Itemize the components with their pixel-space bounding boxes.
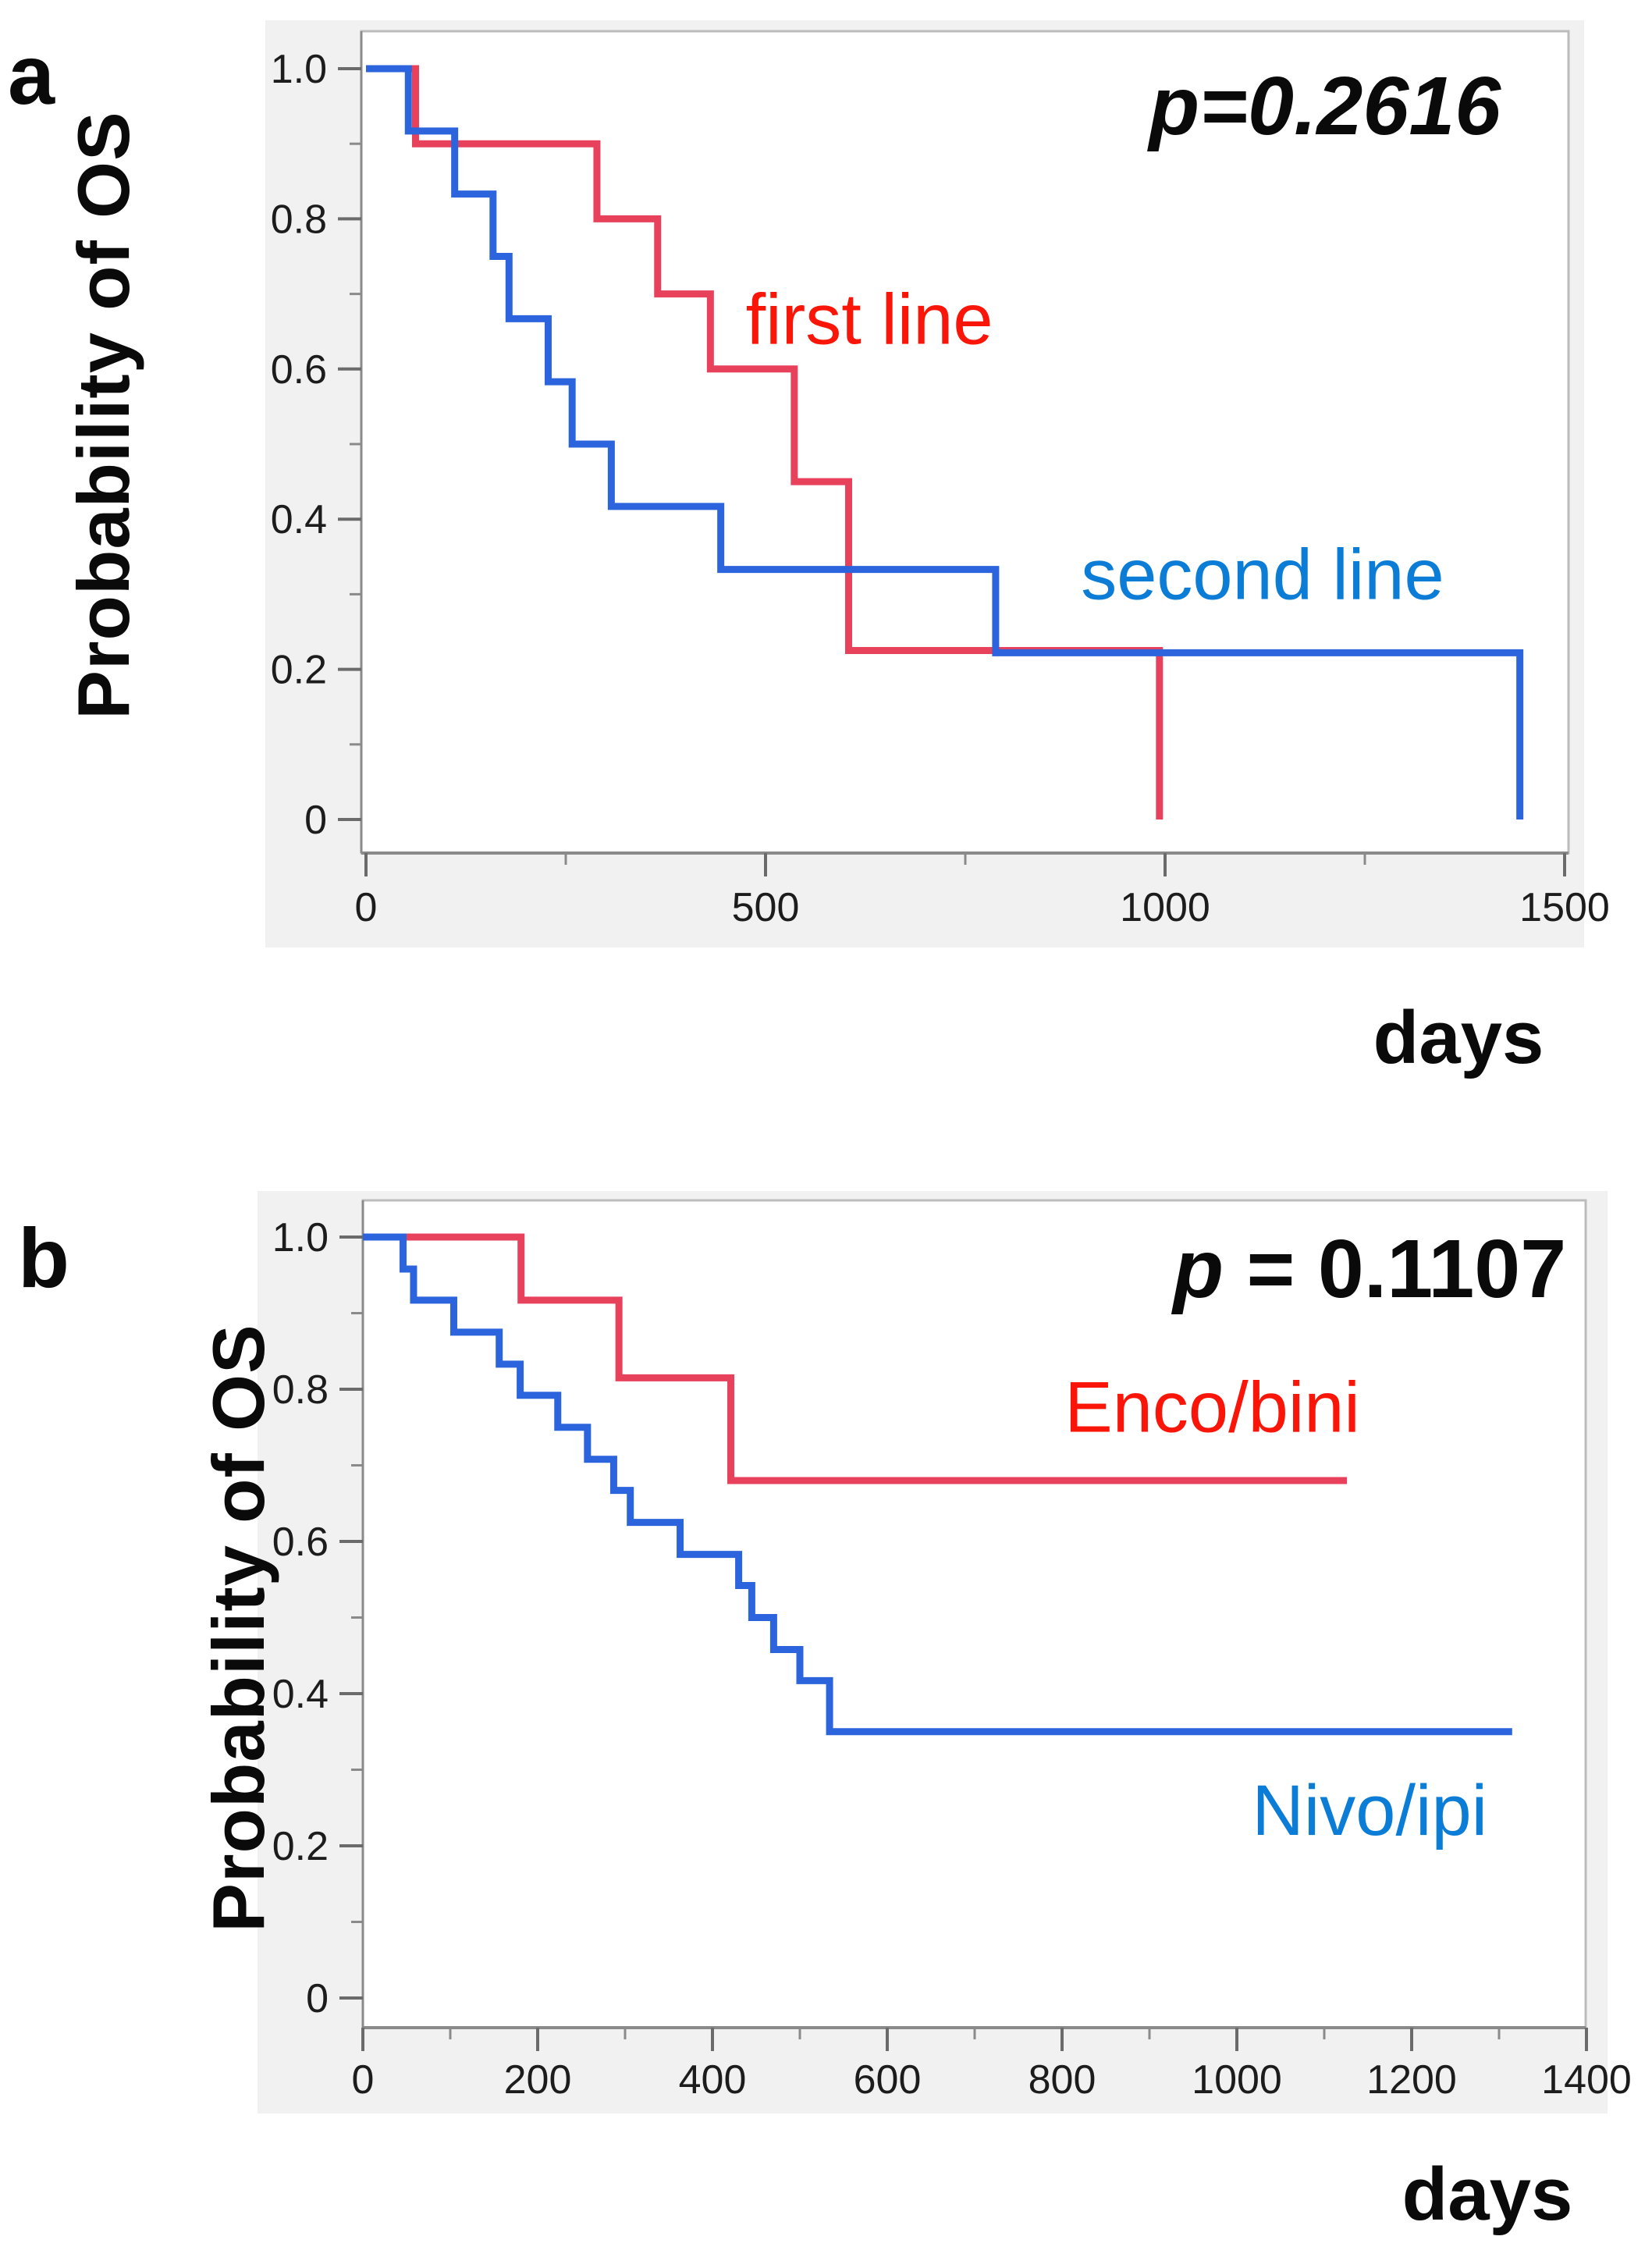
x-tick-label: 400: [679, 2057, 747, 2103]
x-tick-label: 1000: [1120, 885, 1210, 930]
y-tick-label: 1.0: [271, 47, 327, 92]
plot-area-b: [361, 1199, 1587, 2029]
x-tick-label: 200: [504, 2057, 572, 2103]
y-tick-label: 0.8: [271, 197, 327, 242]
y-tick-label: 0.2: [271, 648, 327, 693]
y-tick-label: 0.8: [272, 1367, 329, 1413]
panel-b-y-axis-title: Probability of OS: [197, 1324, 279, 1932]
series-label-second-line: second line: [1081, 535, 1444, 614]
p-value-label: p=0.2616: [1146, 60, 1501, 152]
x-tick-label: 1000: [1192, 2057, 1282, 2103]
panel-a: 0 500 1000 1500 1.0 0.8 0.6 0.4 0.2 0 first line se…: [265, 20, 1610, 947]
panel-a-y-axis-title: Probability of OS: [62, 111, 144, 720]
x-tick-label: 1200: [1366, 2057, 1457, 2103]
panel-b: 0 200 400 600 800 1000 1200 1400 1.0 0.8 0.6 0.4 0.2…: [258, 1191, 1632, 2114]
y-tick-label: 0.2: [272, 1824, 329, 1869]
km-curve-second-line: [366, 65, 1524, 819]
y-tick-label: 0.4: [271, 497, 327, 542]
km-curve-enco-bini: [363, 1233, 1348, 1484]
km-curve-first-line: [366, 65, 1164, 819]
panel-b-x-axis-title: days: [1402, 2153, 1573, 2236]
series-label-nivo-ipi: Nivo/ipi: [1252, 1771, 1487, 1850]
panel-letter-a: a: [7, 27, 55, 122]
x-tick-label: 0: [355, 885, 378, 930]
y-tick-label: 0.6: [271, 347, 327, 393]
y-tick-label: 0: [304, 798, 327, 843]
x-tick-label: 600: [854, 2057, 922, 2103]
y-tick-label: 0: [306, 1976, 329, 2021]
x-tick-label: 500: [732, 885, 800, 930]
x-tick-label: 800: [1029, 2057, 1096, 2103]
panel-a-x-axis-title: days: [1373, 996, 1544, 1079]
series-label-first-line: first line: [746, 279, 993, 359]
x-tick-label: 1400: [1541, 2057, 1632, 2103]
y-tick-label: 0.4: [272, 1672, 329, 1717]
km-curve-nivo-ipi: [363, 1233, 1512, 1736]
plot-area-a: [360, 30, 1570, 855]
series-label-enco-bini: Enco/bini: [1064, 1367, 1359, 1447]
y-tick-label: 1.0: [272, 1215, 329, 1260]
x-tick-label: 0: [352, 2057, 375, 2103]
panel-letter-b: b: [18, 1211, 69, 1305]
x-tick-label: 1500: [1519, 885, 1610, 930]
p-value-label: p = 0.1107: [1171, 1223, 1566, 1315]
y-tick-label: 0.6: [272, 1520, 329, 1565]
